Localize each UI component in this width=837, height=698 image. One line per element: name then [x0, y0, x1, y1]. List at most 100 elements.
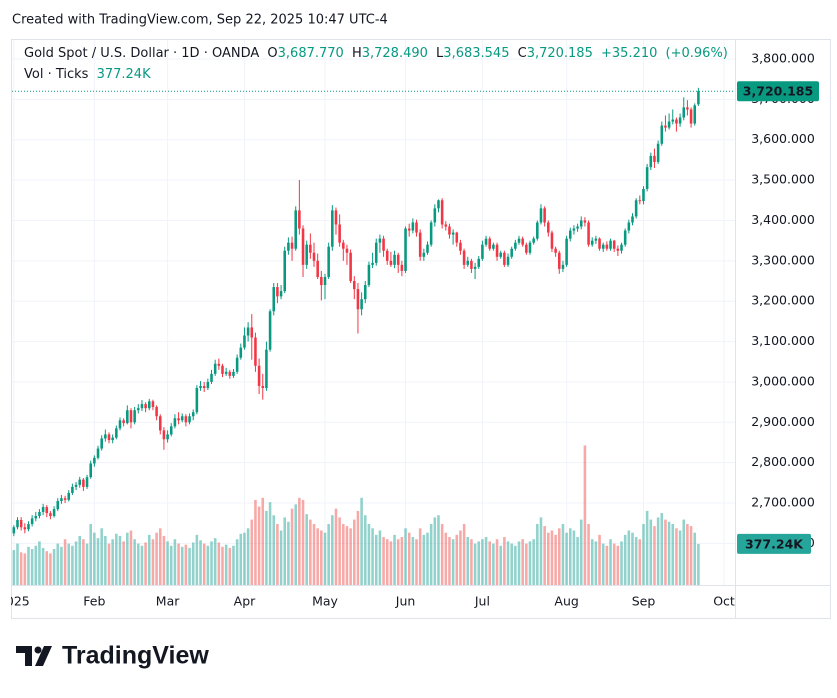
volume-bar — [440, 523, 444, 585]
volume-bar — [213, 538, 217, 585]
candle-body — [448, 226, 451, 235]
volume-bar — [649, 519, 653, 585]
candle-body — [118, 420, 122, 429]
low-tag: L — [436, 46, 444, 61]
volume-bar — [199, 540, 202, 585]
volume-bar — [393, 534, 396, 585]
volume-bar — [642, 523, 645, 585]
candle-body — [177, 418, 180, 421]
candle-body — [345, 248, 349, 253]
high-value: 3,728.490 — [362, 46, 428, 61]
volume-bar — [126, 532, 129, 585]
candle-body — [411, 222, 415, 231]
candle-body — [268, 311, 272, 350]
close-value: 3,720.185 — [527, 46, 593, 61]
volume-bar — [52, 549, 56, 585]
candle-body — [503, 252, 506, 265]
volume-bar — [195, 534, 199, 585]
candle-body — [532, 238, 535, 243]
open-tag: O — [267, 46, 277, 61]
candle-body — [301, 228, 305, 265]
candle-body — [568, 230, 572, 239]
volume-bar — [605, 545, 609, 585]
volume-bar — [56, 543, 60, 585]
volume-bar — [499, 545, 502, 585]
candle-body — [82, 479, 85, 487]
volume-bar — [374, 534, 378, 585]
volume-bar — [415, 539, 418, 585]
volume-bar — [579, 519, 583, 585]
volume-bar — [320, 530, 323, 585]
candle-body — [528, 242, 532, 253]
candle-body — [363, 285, 367, 300]
candle-body — [67, 492, 71, 500]
candle-body — [462, 250, 466, 265]
x-tick-label: Oct — [713, 594, 735, 609]
volume-bar — [525, 543, 528, 585]
volume-bar — [517, 541, 521, 585]
candle-body — [228, 371, 232, 376]
candle-body — [506, 256, 510, 265]
y-tick-label: 3,800.000 — [751, 50, 815, 65]
candle-body — [488, 238, 492, 249]
candle-body — [473, 266, 477, 269]
volume-bar — [495, 539, 499, 585]
candle-body — [689, 109, 693, 124]
volume-bar — [349, 528, 352, 585]
volume-bar — [82, 539, 85, 585]
candle-body — [558, 252, 561, 269]
open-value: 3,687.770 — [278, 46, 344, 61]
volume-bar — [338, 517, 341, 585]
candle-body — [481, 244, 484, 259]
volume-bar — [407, 532, 411, 585]
volume-bar — [583, 445, 587, 585]
grid — [12, 40, 735, 585]
volume-bar — [41, 547, 45, 585]
volume-bar — [645, 510, 649, 585]
candle-body — [470, 260, 473, 269]
volume-bar — [67, 543, 71, 585]
candle-body — [126, 410, 129, 424]
candle-body — [656, 143, 660, 162]
volume-bar — [356, 510, 360, 585]
volume-bar — [104, 535, 107, 585]
candle-body — [360, 299, 363, 310]
candle-body — [246, 327, 250, 336]
volume-bar — [385, 539, 389, 585]
volume-bar — [550, 530, 554, 585]
candle-body — [572, 228, 576, 231]
volume-bar — [466, 537, 470, 585]
candle-body — [682, 107, 686, 118]
candle-body — [60, 498, 63, 502]
volume-bar — [323, 532, 327, 585]
candle-body — [510, 248, 513, 257]
volume-bar — [74, 541, 78, 585]
volume-bar — [60, 546, 63, 585]
candle-body — [539, 208, 543, 223]
volume-bar — [27, 546, 30, 585]
candle-body — [576, 226, 579, 229]
volume-bar — [224, 544, 228, 585]
volume-value: 377.24K — [97, 67, 151, 82]
volume-bar — [217, 542, 221, 585]
candle-body — [675, 119, 678, 124]
candle-body — [514, 242, 517, 249]
volume-bar — [23, 553, 27, 585]
volume-bar — [543, 526, 546, 585]
candle-body — [41, 507, 45, 512]
volume-bar — [462, 523, 466, 585]
volume-bar — [254, 499, 257, 585]
candle-body — [664, 125, 667, 128]
candle-body — [27, 524, 30, 530]
volume-bar — [316, 528, 319, 585]
candle-body — [38, 511, 41, 516]
price-tags: 3,720.185 377.24K — [12, 81, 819, 554]
volume-bar — [246, 528, 250, 585]
volume-bar — [312, 523, 316, 585]
low-value: 3,683.545 — [443, 46, 509, 61]
candle-body — [257, 365, 261, 386]
volume-bar — [331, 515, 334, 585]
volume-bar — [686, 523, 689, 585]
logo-mark — [16, 646, 32, 666]
volume-bar — [16, 543, 19, 585]
